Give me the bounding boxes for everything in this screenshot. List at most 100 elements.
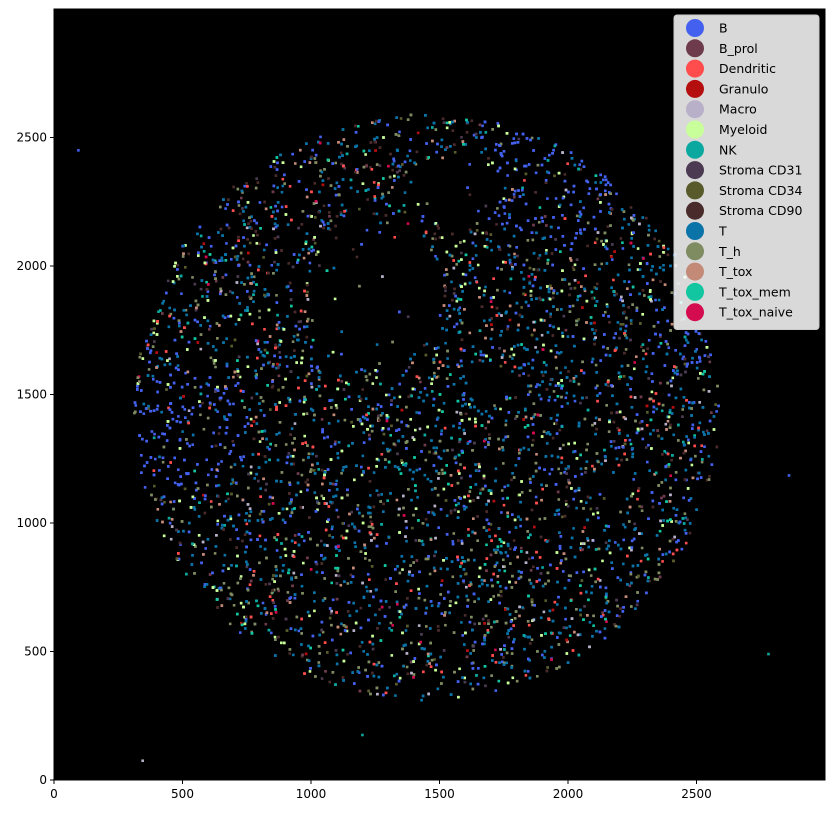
data-point bbox=[423, 387, 427, 390]
data-point bbox=[358, 399, 362, 402]
data-point bbox=[589, 496, 592, 500]
data-point bbox=[322, 204, 326, 208]
data-point bbox=[578, 294, 582, 298]
data-point bbox=[518, 614, 521, 618]
data-point bbox=[317, 378, 321, 381]
data-point bbox=[167, 406, 170, 410]
data-point bbox=[527, 374, 530, 377]
data-point bbox=[494, 648, 497, 652]
data-point bbox=[662, 264, 665, 267]
data-point bbox=[319, 135, 322, 139]
data-point bbox=[297, 629, 301, 633]
data-point bbox=[224, 499, 228, 503]
data-point bbox=[369, 590, 372, 593]
data-point bbox=[376, 417, 380, 420]
data-point bbox=[360, 473, 364, 477]
data-point bbox=[232, 604, 236, 607]
data-point bbox=[168, 357, 171, 361]
data-point bbox=[559, 561, 563, 565]
data-point bbox=[155, 380, 159, 383]
data-point bbox=[508, 355, 512, 358]
data-point bbox=[519, 546, 523, 550]
data-point bbox=[321, 630, 325, 634]
data-point bbox=[519, 524, 522, 528]
data-point bbox=[238, 375, 242, 379]
data-point bbox=[184, 371, 187, 375]
data-point bbox=[389, 434, 392, 437]
data-point bbox=[563, 173, 567, 176]
data-point bbox=[225, 242, 228, 245]
data-point bbox=[289, 454, 293, 458]
data-point bbox=[234, 481, 238, 485]
data-point bbox=[511, 676, 515, 680]
data-point bbox=[228, 622, 232, 626]
data-point bbox=[340, 622, 343, 626]
data-point bbox=[541, 566, 544, 569]
data-point bbox=[236, 296, 239, 299]
data-point bbox=[375, 376, 378, 379]
data-point bbox=[610, 445, 613, 448]
data-point bbox=[664, 422, 668, 426]
data-point bbox=[606, 225, 610, 228]
data-point bbox=[579, 401, 582, 405]
data-point bbox=[552, 390, 556, 393]
data-point bbox=[554, 197, 558, 200]
data-point bbox=[217, 432, 221, 435]
data-point bbox=[536, 675, 539, 678]
data-point bbox=[158, 469, 161, 472]
data-point bbox=[408, 149, 412, 153]
data-point bbox=[507, 636, 510, 639]
data-point bbox=[568, 634, 572, 637]
data-point bbox=[426, 477, 430, 481]
data-point bbox=[285, 507, 289, 511]
data-point bbox=[531, 438, 535, 442]
data-point bbox=[544, 599, 547, 602]
data-point bbox=[518, 226, 522, 230]
data-point bbox=[303, 539, 306, 543]
data-point bbox=[372, 471, 376, 474]
data-point bbox=[638, 268, 642, 271]
data-point bbox=[533, 413, 537, 416]
data-point bbox=[185, 313, 188, 317]
data-point bbox=[514, 581, 518, 584]
data-point bbox=[625, 458, 629, 461]
data-point bbox=[562, 570, 565, 573]
data-point bbox=[216, 410, 219, 413]
data-point bbox=[508, 530, 511, 534]
data-point bbox=[685, 478, 688, 482]
data-point bbox=[596, 384, 599, 388]
data-point bbox=[495, 223, 498, 226]
data-point bbox=[237, 204, 241, 207]
data-point bbox=[415, 411, 418, 414]
data-point bbox=[468, 193, 472, 196]
data-point bbox=[648, 579, 651, 583]
data-point bbox=[343, 418, 347, 422]
data-point bbox=[364, 153, 367, 156]
data-point bbox=[604, 541, 608, 544]
data-point bbox=[275, 549, 279, 552]
data-point bbox=[590, 585, 594, 588]
data-point bbox=[314, 216, 317, 219]
data-point bbox=[500, 544, 503, 548]
data-point bbox=[291, 508, 294, 511]
data-point bbox=[431, 390, 434, 393]
data-point bbox=[502, 558, 505, 562]
data-point bbox=[586, 442, 589, 446]
data-point bbox=[329, 445, 333, 448]
data-point bbox=[245, 565, 249, 569]
data-point bbox=[387, 393, 391, 397]
data-point bbox=[208, 328, 211, 331]
data-point bbox=[390, 654, 394, 657]
data-point bbox=[319, 169, 322, 172]
data-point bbox=[280, 190, 284, 194]
data-point bbox=[525, 258, 529, 262]
data-point bbox=[534, 346, 537, 349]
data-point bbox=[168, 306, 171, 310]
data-point bbox=[681, 408, 684, 411]
data-point bbox=[308, 261, 312, 265]
data-point bbox=[152, 331, 155, 335]
data-point bbox=[240, 196, 243, 200]
data-point bbox=[241, 257, 245, 261]
data-point bbox=[570, 359, 574, 363]
data-point bbox=[138, 355, 142, 359]
